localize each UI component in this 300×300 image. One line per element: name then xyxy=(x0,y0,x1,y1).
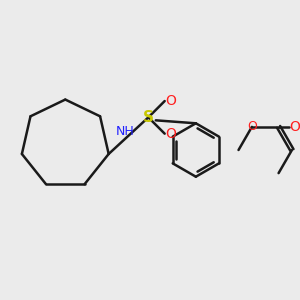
Text: NH: NH xyxy=(116,125,135,138)
Text: O: O xyxy=(165,94,176,108)
Text: O: O xyxy=(165,127,176,141)
Text: S: S xyxy=(143,110,154,125)
Text: O: O xyxy=(247,120,257,134)
Text: O: O xyxy=(290,120,300,134)
